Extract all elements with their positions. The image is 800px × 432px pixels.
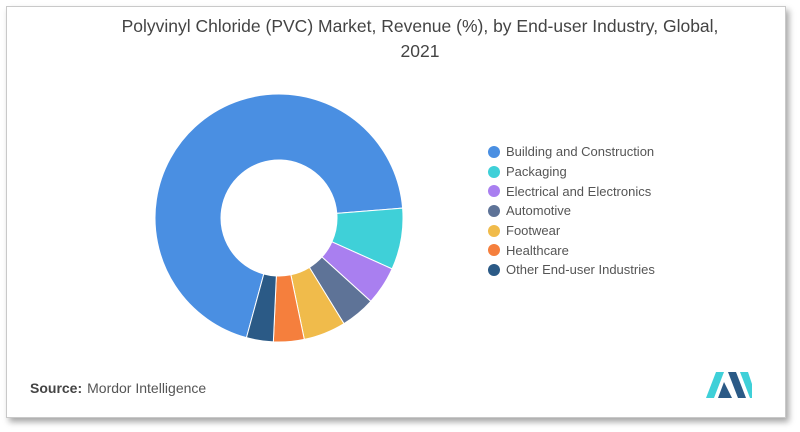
donut-slice-other-end-user-industries — [245, 273, 277, 343]
chart-title: Polyvinyl Chloride (PVC) Market, Revenue… — [80, 14, 760, 64]
legend-label: Packaging — [506, 164, 567, 180]
chart-title-line-1: Polyvinyl Chloride (PVC) Market, Revenue… — [121, 16, 719, 36]
legend-label: Building and Construction — [506, 144, 655, 160]
legend-item: Automotive — [488, 201, 655, 221]
legend-label: Electrical and Electronics — [506, 183, 652, 199]
source-text: Mordor Intelligence — [87, 380, 207, 396]
legend-swatch — [488, 244, 500, 257]
legend-swatch — [488, 185, 500, 198]
mordor-intelligence-logo-icon — [706, 372, 752, 398]
donut-slice-building-and-construction — [154, 93, 404, 339]
legend-swatch — [488, 165, 500, 178]
legend-item: Electrical and Electronics — [488, 181, 655, 201]
legend-label: Footwear — [506, 223, 561, 239]
source-note: Source: Mordor Intelligence — [30, 380, 206, 396]
legend-swatch — [488, 224, 500, 237]
legend-item: Packaging — [488, 162, 655, 182]
legend-label: Automotive — [506, 203, 572, 219]
legend-item: Healthcare — [488, 240, 655, 260]
donut-slices — [154, 93, 404, 343]
chart-legend: Building and Construction Packaging Electr… — [488, 142, 655, 280]
legend-item: Building and Construction — [488, 142, 655, 162]
legend-swatch — [488, 263, 500, 276]
source-label: Source: — [30, 380, 83, 396]
legend-swatch — [488, 204, 500, 217]
legend-label: Healthcare — [506, 242, 569, 258]
legend-item: Other End-user Industries — [488, 260, 655, 280]
legend-swatch — [488, 145, 500, 158]
legend-item: Footwear — [488, 221, 655, 241]
legend-label: Other End-user Industries — [506, 262, 655, 278]
chart-title-line-2: 2021 — [400, 41, 440, 61]
